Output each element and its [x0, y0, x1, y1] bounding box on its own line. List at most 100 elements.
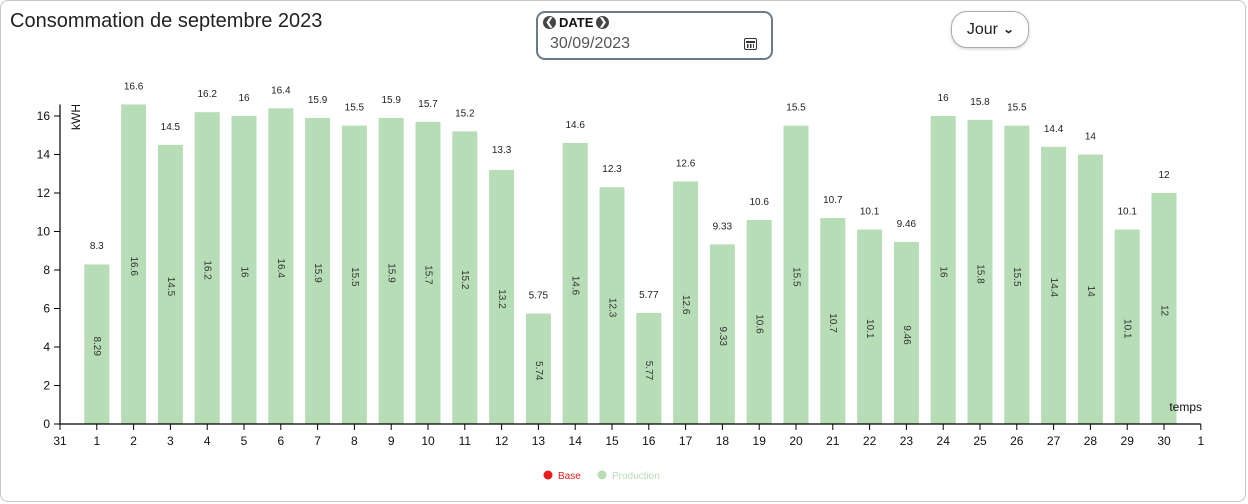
bar-production: [930, 116, 956, 424]
bar-top-label: 5.77: [639, 290, 659, 301]
bar-value-label: 12.6: [680, 295, 691, 315]
x-tick-label: 30: [1157, 434, 1171, 448]
bar-production: [489, 169, 515, 424]
bar-production: [194, 112, 220, 425]
bar-production: [305, 117, 331, 425]
bar-value-label: 12.3: [606, 298, 617, 318]
bar-top-label: 10.7: [823, 195, 843, 206]
bar-value-label: 15.7: [422, 265, 433, 285]
calendar-icon[interactable]: [744, 38, 757, 50]
bar-value-label: 12: [1158, 305, 1169, 317]
bar-top-label: 15.9: [381, 95, 401, 106]
x-tick-label: 17: [679, 434, 693, 448]
x-tick-label: 26: [1010, 434, 1024, 448]
x-tick-label: 20: [789, 434, 803, 448]
bar-production: [84, 264, 110, 424]
x-tick-label: 25: [973, 434, 987, 448]
bar-value-label: 16: [238, 266, 249, 278]
bar-top-label: 10.1: [1117, 207, 1137, 218]
y-tick-label: 0: [43, 417, 50, 431]
date-label: DATE: [559, 15, 594, 30]
bar-value-label: 9.33: [717, 326, 728, 346]
x-tick-label: 7: [314, 434, 321, 448]
bar-value-label: 15.9: [386, 263, 397, 283]
x-axis-title: temps: [1169, 400, 1202, 414]
bar-top-label: 13.3: [492, 145, 512, 156]
bar-production: [1004, 125, 1030, 424]
bar-production: [967, 119, 993, 424]
bar-production: [562, 142, 588, 424]
legend-marker: [597, 470, 607, 480]
y-tick-label: 4: [43, 340, 50, 354]
y-tick-label: 8: [43, 263, 50, 277]
bar-production: [893, 241, 919, 424]
bar-value-label: 14.4: [1048, 278, 1059, 298]
bar-value-label: 10.6: [754, 314, 765, 334]
bar-value-label: 16: [938, 266, 949, 278]
y-tick-label: 16: [37, 109, 51, 123]
bar-top-label: 16.4: [271, 85, 291, 96]
bar-value-label: 10.7: [827, 313, 838, 333]
bar-value-label: 10.1: [1122, 319, 1133, 339]
bar-production: [599, 187, 625, 424]
bar-value-label: 14.5: [165, 277, 176, 297]
bar-value-label: 5.74: [533, 361, 544, 381]
x-tick-label: 24: [937, 434, 951, 448]
bar-production: [1041, 146, 1067, 425]
bar-production: [341, 125, 367, 424]
x-tick-label: 18: [716, 434, 730, 448]
x-tick-label: 1: [93, 434, 100, 448]
bar-value-label: 15.5: [349, 267, 360, 287]
previous-date-icon[interactable]: ❮: [543, 16, 556, 29]
bar-top-label: 15.7: [418, 99, 438, 110]
bar-top-label: 15.2: [455, 108, 475, 119]
y-axis-title: kWH: [69, 104, 83, 130]
legend-label: Production: [612, 471, 660, 482]
bar-production: [673, 181, 699, 424]
bar-top-label: 15.9: [308, 95, 328, 106]
bar-top-label: 9.33: [713, 221, 733, 232]
x-tick-label: 29: [1121, 434, 1135, 448]
bar-top-label: 12: [1158, 170, 1170, 181]
bar-top-label: 15.5: [786, 103, 806, 114]
x-tick-label: 12: [495, 434, 509, 448]
x-tick-label: 11: [459, 434, 472, 448]
bar-top-label: 15.5: [1007, 103, 1027, 114]
bar-production: [636, 312, 662, 424]
x-tick-label: 6: [277, 434, 284, 448]
bar-value-label: 16.4: [275, 258, 286, 278]
period-select[interactable]: Jour ⌄: [951, 11, 1029, 48]
bar-production: [452, 131, 478, 424]
x-tick-label: 8: [351, 434, 358, 448]
date-input[interactable]: 30/09/2023: [550, 35, 631, 52]
date-picker[interactable]: ❮ DATE ❯ 30/09/2023: [536, 11, 773, 60]
bar-production: [820, 218, 846, 424]
y-tick-label: 12: [37, 186, 51, 200]
x-tick-label: 23: [900, 434, 914, 448]
bar-top-label: 12.6: [676, 158, 696, 169]
bar-value-label: 15.2: [459, 270, 470, 290]
period-select-value: Jour: [966, 20, 998, 38]
y-tick-label: 10: [37, 225, 51, 239]
bar-top-label: 10.1: [860, 207, 880, 218]
bar-value-label: 14.6: [570, 276, 581, 296]
bar-top-label: 9.46: [897, 219, 917, 230]
bar-production: [709, 244, 735, 424]
x-tick-label: 16: [642, 434, 656, 448]
bar-value-label: 10.1: [864, 319, 875, 339]
bar-value-label: 15.8: [974, 264, 985, 284]
x-tick-label: 31: [53, 434, 67, 448]
next-date-icon[interactable]: ❯: [596, 16, 610, 29]
legend-marker: [543, 470, 553, 480]
bar-top-label: 16.2: [197, 89, 217, 100]
x-tick-label: 4: [204, 434, 211, 448]
bar-production: [1114, 229, 1140, 424]
bar-top-label: 16: [238, 93, 250, 104]
bar-top-label: 5.75: [529, 290, 549, 301]
bar-production: [857, 229, 883, 424]
x-tick-label: 27: [1047, 434, 1061, 448]
bar-value-label: 9.46: [901, 325, 912, 345]
bar-production: [268, 108, 294, 425]
bar-top-label: 14.4: [1044, 124, 1064, 135]
